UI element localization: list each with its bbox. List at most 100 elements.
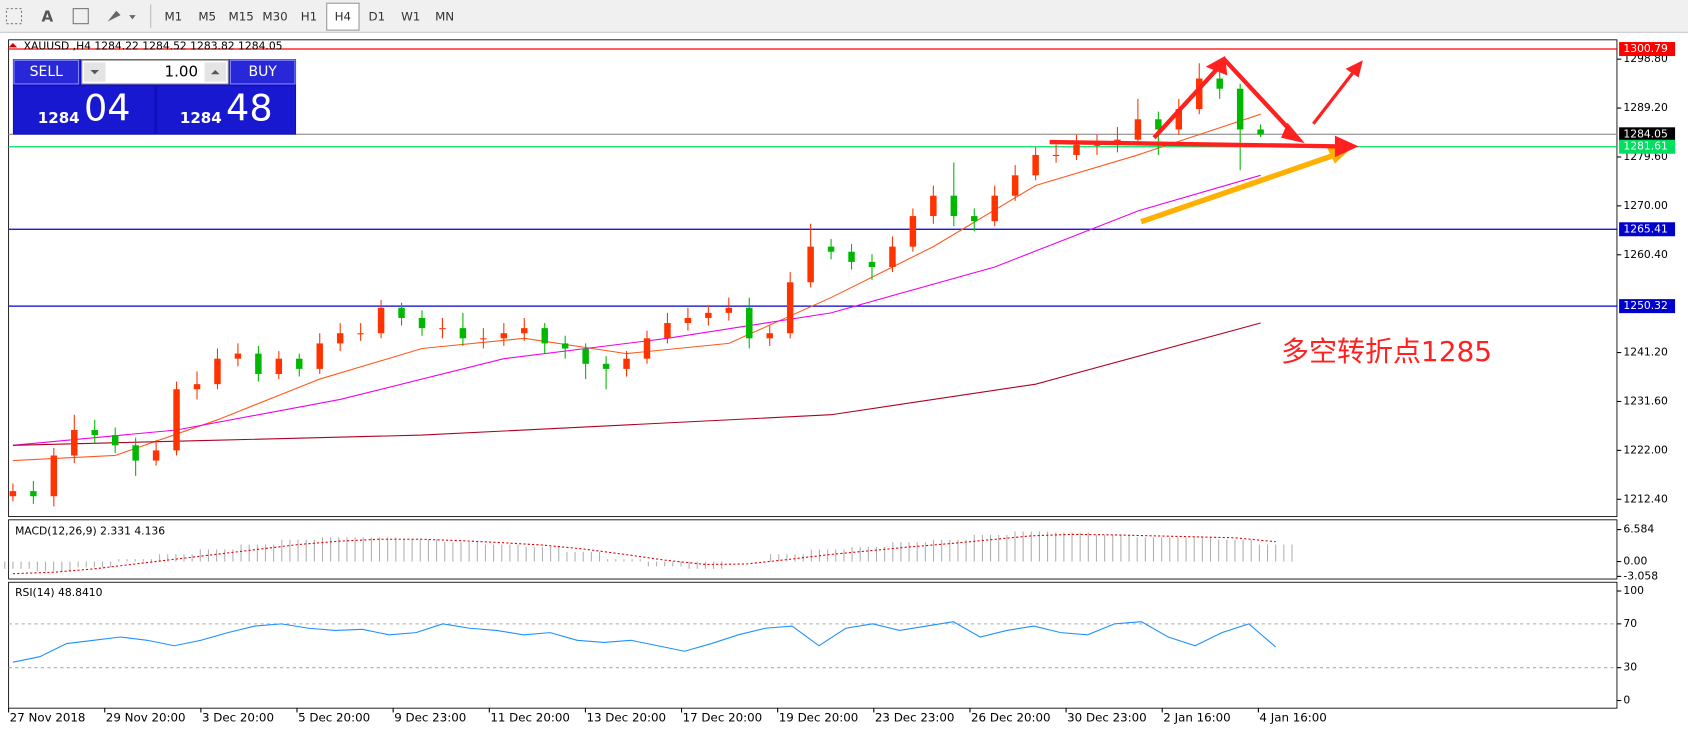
chart-title: XAUUSD ,H4 1284.22 1284.52 1283.82 1284.… <box>24 39 283 52</box>
candle-body <box>582 348 589 364</box>
candle-body <box>602 363 610 369</box>
candle-body <box>991 195 998 222</box>
candle-body <box>868 261 876 268</box>
candle-body <box>50 455 58 497</box>
x-tick-label: 5 Dec 20:00 <box>298 710 370 724</box>
candle-body <box>950 195 958 217</box>
candle-body <box>152 450 160 461</box>
buy-button[interactable] <box>229 59 296 85</box>
x-tick-label: 11 Dec 20:00 <box>490 710 570 724</box>
candle-body <box>848 251 855 262</box>
candle-body <box>786 282 794 334</box>
lot-value: 1.00 <box>165 63 199 81</box>
candle-body <box>214 358 221 385</box>
candle-body <box>111 435 119 446</box>
candle-body <box>643 338 651 359</box>
timeframe-button[interactable]: M5 <box>198 10 216 24</box>
candle-body <box>1257 129 1264 135</box>
timeframe-button[interactable]: H4 <box>335 10 351 24</box>
candle-body <box>439 328 446 330</box>
crosshair-icon[interactable] <box>5 8 23 25</box>
macd-signal <box>12 533 1276 575</box>
timeframe-button[interactable]: D1 <box>368 10 385 24</box>
ask-prefix: 1284 <box>180 109 222 127</box>
macd-tick-label: -3.058 <box>1623 569 1658 582</box>
candle-body <box>930 195 937 217</box>
candle-body <box>9 491 17 497</box>
rsi-panel <box>8 581 1618 709</box>
candle-body <box>336 333 344 344</box>
candle-body <box>1032 154 1039 176</box>
x-tick-label: 23 Dec 23:00 <box>875 710 955 724</box>
candle-body <box>357 333 364 335</box>
label-tool[interactable] <box>72 8 89 25</box>
candle-body <box>541 328 548 344</box>
yellow-arrow <box>1140 152 1336 225</box>
x-tick-label: 3 Dec 20:00 <box>202 710 274 724</box>
candle-body <box>500 333 508 339</box>
macd-label: MACD(12,26,9) 2.331 4.136 <box>15 525 165 538</box>
red-up-arrowhead <box>1345 60 1363 78</box>
x-tick-label: 13 Dec 20:00 <box>586 710 666 724</box>
timeframe-button[interactable]: M15 <box>229 10 254 24</box>
candle-body <box>1093 144 1101 146</box>
candle-body <box>1175 109 1183 130</box>
candle-body <box>418 317 426 329</box>
candle-body <box>1011 175 1019 196</box>
candle-body <box>705 312 712 318</box>
bid-prefix: 1284 <box>38 109 80 127</box>
red-arrowheads <box>1205 55 1305 144</box>
bid-suffix: 04 <box>84 86 131 129</box>
candle-body <box>132 445 139 461</box>
lot-input[interactable] <box>81 59 229 85</box>
sell-price-box[interactable] <box>13 86 154 134</box>
candle-body <box>561 343 569 349</box>
candle-body <box>664 323 671 339</box>
price-level-tag <box>1619 42 1676 57</box>
timeframe-button[interactable]: MN <box>435 10 454 24</box>
macd-tick-label: 0.00 <box>1623 555 1647 568</box>
active-timeframe[interactable] <box>326 2 360 31</box>
candle-body <box>889 246 896 268</box>
y-tick-label: 1231.60 <box>1623 394 1668 407</box>
text-tool[interactable]: A <box>42 8 54 26</box>
price-level-tag <box>1619 222 1676 237</box>
candle-body <box>827 246 835 252</box>
candle-body <box>1196 78 1203 110</box>
rsi-line <box>12 621 1277 663</box>
timeframe-button[interactable]: M1 <box>164 10 182 24</box>
x-tick-label: 27 Nov 2018 <box>10 710 86 724</box>
sell-button[interactable] <box>13 59 80 85</box>
timeframe-button[interactable]: H1 <box>301 10 317 24</box>
candle-body <box>521 328 528 334</box>
y-tick-label: 1289.20 <box>1623 101 1668 114</box>
plot-layer: 1298.801289.201279.601270.001260.401241.… <box>4 42 1676 724</box>
candle-body <box>91 430 98 436</box>
macd-panel <box>8 519 1618 580</box>
candle-body <box>275 358 283 374</box>
candle-body <box>30 491 37 497</box>
candle-body <box>193 384 201 390</box>
lot-down-arrow <box>90 69 100 75</box>
shapes-tool[interactable] <box>107 10 136 22</box>
red-up-arrow <box>1312 70 1356 125</box>
timeframe-button[interactable]: W1 <box>401 10 420 24</box>
candle-body <box>173 389 180 451</box>
sell-label: SELL <box>30 64 64 80</box>
rsi-label: RSI(14) 48.8410 <box>15 586 103 599</box>
buy-price-box[interactable] <box>157 86 295 134</box>
candle-body <box>71 430 78 456</box>
candle-body <box>398 307 405 318</box>
candle-body <box>377 307 385 334</box>
candle-body <box>1216 78 1223 89</box>
x-tick-label: 29 Nov 20:00 <box>106 710 186 724</box>
price-level-label: 1300.79 <box>1623 42 1668 55</box>
y-tick-label: 1212.40 <box>1623 492 1668 505</box>
candle-body <box>234 353 242 359</box>
timeframe-button[interactable]: M30 <box>262 10 287 24</box>
toolbar <box>0 0 1688 33</box>
candle-body <box>1052 154 1060 157</box>
candle-body <box>746 307 753 339</box>
rsi-tick-label: 100 <box>1623 584 1644 597</box>
